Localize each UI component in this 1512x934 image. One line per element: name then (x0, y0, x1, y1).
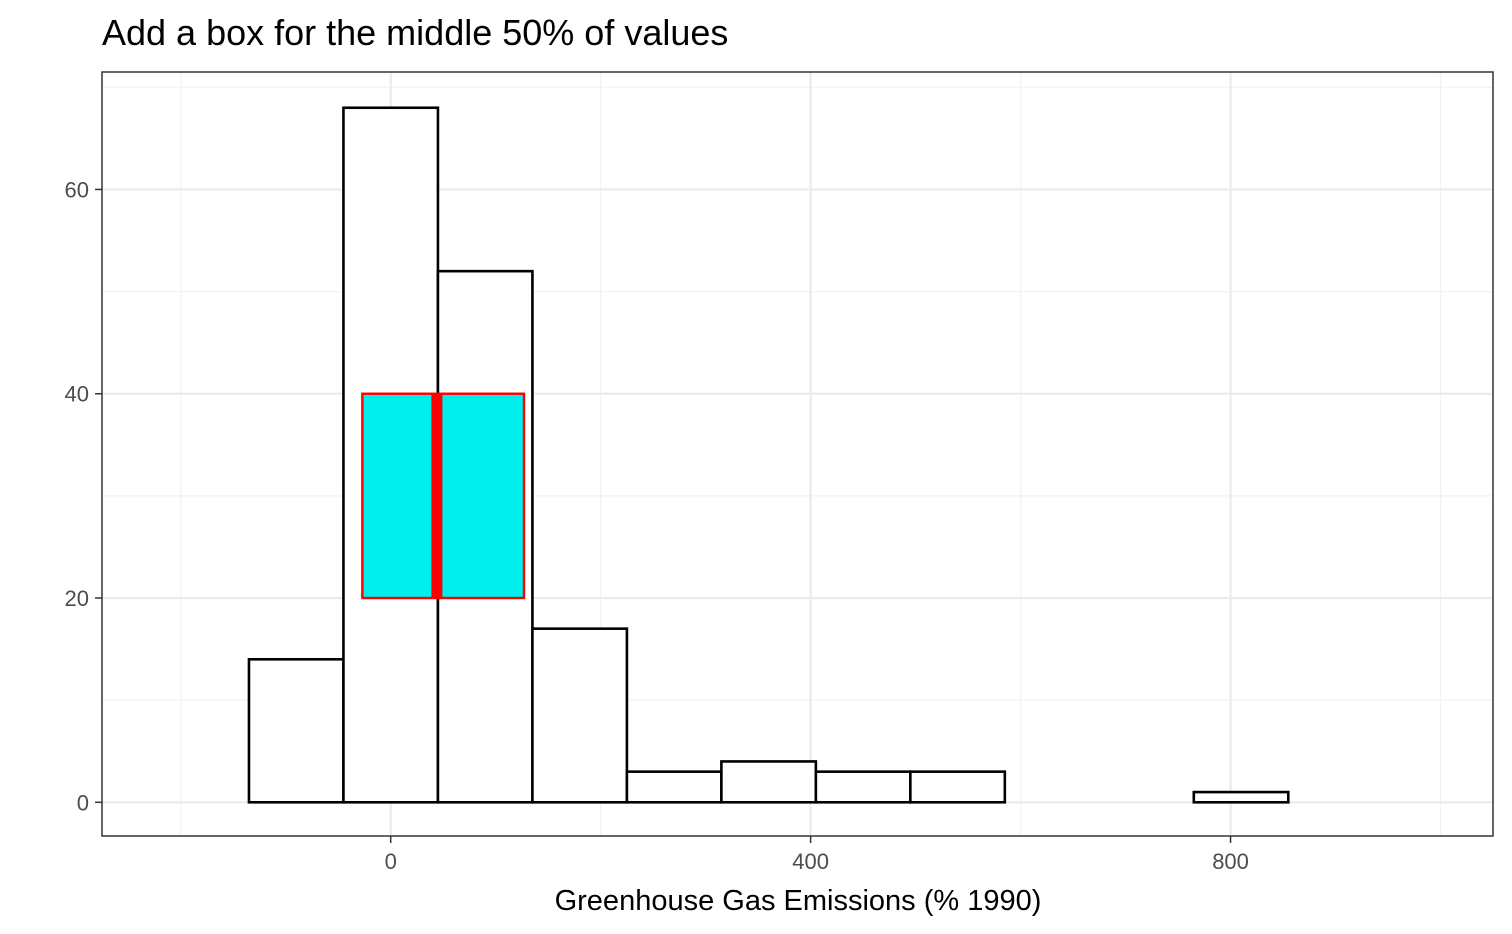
iqr-box-layer (361, 392, 526, 600)
chart-title: Add a box for the middle 50% of values (102, 12, 728, 53)
histogram-bar (720, 760, 818, 804)
histogram-bar (625, 770, 723, 804)
y-tick-label: 60 (65, 177, 89, 202)
y-tick-label: 0 (77, 790, 89, 815)
panel-border (101, 71, 1494, 837)
x-tick-label: 400 (792, 849, 829, 874)
y-tick-label: 20 (65, 586, 89, 611)
histogram-bar (909, 770, 1007, 804)
x-axis-title: Greenhouse Gas Emissions (% 1990) (555, 885, 1042, 917)
histogram-bar (247, 657, 345, 804)
x-tick-label: 800 (1212, 849, 1249, 874)
histogram-bar (1192, 790, 1290, 804)
iqr-box (361, 392, 526, 600)
histogram-bar (531, 627, 629, 804)
y-tick-label: 40 (65, 382, 89, 407)
x-tick-label: 0 (385, 849, 397, 874)
histogram-bar (814, 770, 912, 804)
ticks-layer: 0 400 800 0 20 40 60 (65, 177, 1249, 874)
